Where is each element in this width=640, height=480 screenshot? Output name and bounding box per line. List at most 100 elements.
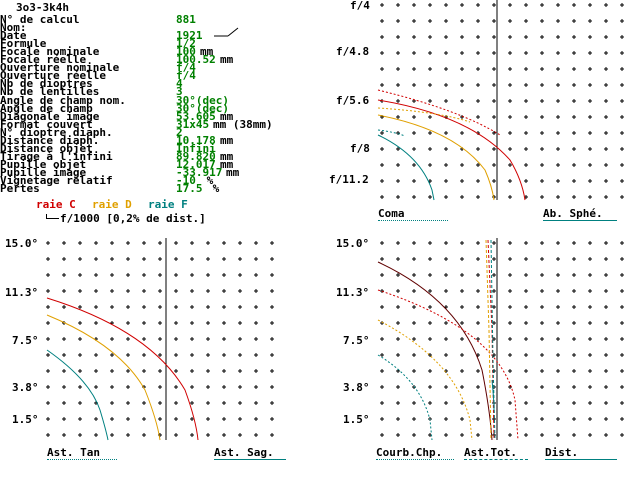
br-asttot-underline (464, 459, 528, 460)
curve-tr-red-dashed (377, 89, 501, 136)
param-value: -33.917 (176, 166, 223, 179)
param-value: 10.178 (176, 134, 216, 147)
br-ylabel-0: 15.0° (336, 237, 370, 250)
curve-br-teal-ast (490, 239, 496, 441)
bl-label-astsag: Ast. Sag. (214, 446, 274, 459)
br-label-dist: Dist. (545, 446, 579, 459)
param-label: N° dioptre diaph. (0, 126, 113, 139)
legend-raie-d: raie D (92, 198, 132, 211)
param-value: 100.52 (176, 53, 216, 66)
param-label: Date (0, 29, 27, 42)
scale-note: f/1000 [0,2% de dist.] (60, 212, 206, 225)
bl-label-asttan: Ast. Tan (47, 446, 100, 459)
legend-raie-f: raie F (148, 198, 188, 211)
curve-tr-teal (377, 134, 435, 201)
curve-tr-teal-dashed (377, 129, 406, 137)
curve-br-dark (377, 261, 493, 441)
curve-tr-red (377, 99, 526, 201)
param-value: 17.5 (176, 182, 203, 195)
param-label: Vignetage relatif (0, 174, 113, 187)
param-label: Nb de lentilles (0, 85, 100, 98)
param-unit: mm (38mm) (213, 118, 273, 131)
curve-bl-red (46, 297, 199, 441)
param-unit: mm (220, 134, 234, 147)
param-label: N° de calcul (0, 13, 80, 26)
param-value: 3 (176, 85, 183, 98)
param-label: Formule (0, 37, 47, 50)
param-label: Pertes (0, 182, 40, 195)
tr-ylabel-1: f/4.8 (336, 45, 370, 58)
param-label: Focale nominale (0, 45, 100, 58)
bl-ylabel-1: 11.3° (5, 286, 39, 299)
grid-top-right (380, 3, 624, 199)
curve-br-orange-dashed (377, 319, 473, 441)
page-title: 3o3-3k4h (16, 1, 69, 14)
param-value: 2 (176, 126, 183, 139)
br-ylabel-3: 3.8° (343, 381, 370, 394)
param-label: Distance diaph. (0, 134, 100, 147)
tr-ylabel-3: f/8 (350, 142, 370, 155)
legend-raie-c: raie C (36, 198, 76, 211)
param-unit: mm (220, 150, 234, 163)
br-ylabel-1: 11.3° (336, 286, 370, 299)
param-value: 30°(dec) (176, 102, 229, 115)
tr-ylabel-2: f/5.6 (336, 94, 370, 107)
param-value: Infini (176, 142, 216, 155)
param-unit: mm (200, 45, 214, 58)
param-label: Ouverture nominale (0, 61, 120, 74)
param-value: 53.605 (176, 110, 216, 123)
param-label: Focale réelle (0, 53, 87, 66)
param-label: Diagonale image (0, 110, 100, 123)
param-unit: % (206, 182, 220, 195)
param-label: Angle de champ nom. (0, 94, 126, 107)
param-value: 12.017 (176, 158, 216, 171)
param-unit: mm (226, 166, 240, 179)
bl-asttan-underline (47, 459, 117, 460)
param-value: 89.820 (176, 150, 216, 163)
br-ylabel-4: 1.5° (343, 413, 370, 426)
curve-tr-orange (377, 114, 495, 201)
param-label: Tirage à l'infini (0, 150, 113, 163)
grid-bottom-left (46, 241, 274, 437)
param-label: Nom: (0, 21, 27, 34)
param-label: Ouverture réelle (0, 69, 106, 82)
tr-label-absphe: Ab. Sphé. (543, 207, 603, 220)
param-value: f/4 (176, 61, 196, 74)
curve-bl-teal (46, 349, 109, 441)
br-dist-underline (545, 459, 617, 460)
grid-bottom-right (380, 241, 624, 437)
param-value: 30°(dec) (176, 94, 229, 107)
param-label: Format couvert (0, 118, 93, 131)
param-unit: % (200, 174, 214, 187)
curve-br-teal-solid (491, 379, 495, 411)
curve-br-red-dashed (377, 289, 519, 441)
param-value: 4 (176, 77, 183, 90)
tr-ylabel-0: f/4 (350, 0, 370, 12)
curve-bl-orange (46, 314, 161, 441)
bl-ylabel-4: 1.5° (12, 413, 39, 426)
tr-label-coma: Coma (378, 207, 405, 220)
param-label: Distance objet (0, 142, 93, 155)
param-value: 100 (176, 45, 196, 58)
param-value: 881 (176, 13, 196, 26)
param-label: Nb de dioptres (0, 77, 93, 90)
param-unit: mm (220, 158, 234, 171)
param-value: 31x45 (176, 118, 210, 131)
bl-astsag-underline (214, 459, 286, 460)
param-label: Angle de champ (0, 102, 93, 115)
param-label: Pupille image (0, 166, 87, 179)
param-value: f/4 (176, 69, 196, 82)
br-label-courbchp: Courb.Chp. (376, 446, 443, 459)
param-unit: mm (220, 110, 234, 123)
scale-bracket-icon (46, 214, 59, 219)
param-unit: mm (220, 53, 234, 66)
bl-ylabel-2: 7.5° (12, 334, 39, 347)
bl-ylabel-3: 3.8° (12, 381, 39, 394)
tr-ylabel-4: f/11.2 (329, 173, 369, 186)
curve-br-orange-ast (485, 239, 492, 441)
param-value: 1921 (176, 29, 203, 42)
param-label: Pupille objet (0, 158, 87, 171)
formula-icon (214, 27, 239, 37)
br-ylabel-2: 7.5° (343, 334, 370, 347)
